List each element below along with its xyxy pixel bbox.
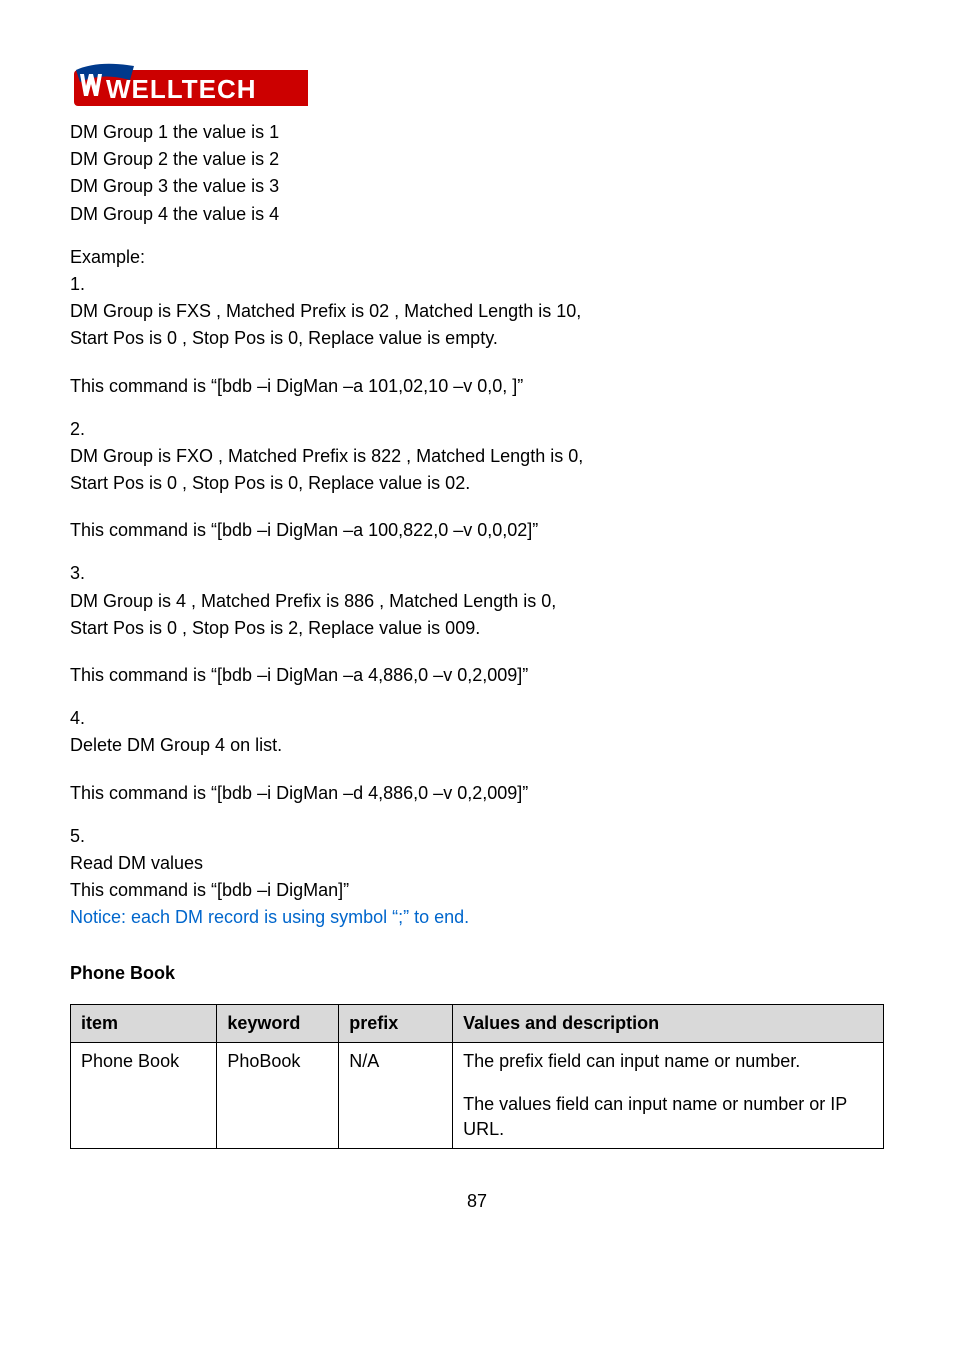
example-notice: Notice: each DM record is using symbol “… [70,905,884,930]
page-number: 87 [70,1189,884,1214]
example-1: 1. DM Group is FXS , Matched Prefix is 0… [70,272,884,399]
example-cmd: This command is “[bdb –i DigMan –a 4,886… [70,663,884,688]
logo: WELLTECH [70,60,884,112]
example-desc: Start Pos is 0 , Stop Pos is 2, Replace … [70,616,884,641]
svg-text:WELLTECH: WELLTECH [106,74,257,104]
th-values: Values and description [453,1004,884,1042]
td-values-line: The prefix field can input name or numbe… [463,1049,873,1074]
td-item: Phone Book [71,1042,217,1149]
th-keyword: keyword [217,1004,339,1042]
example-desc: DM Group is FXO , Matched Prefix is 822 … [70,444,884,469]
td-values: The prefix field can input name or numbe… [453,1042,884,1149]
example-number: 1. [70,272,884,297]
example-cmd: This command is “[bdb –i DigMan –d 4,886… [70,781,884,806]
example-desc: DM Group is FXS , Matched Prefix is 02 ,… [70,299,884,324]
example-number: 4. [70,706,884,731]
example-number: 5. [70,824,884,849]
example-desc: Delete DM Group 4 on list. [70,733,884,758]
dm-group-values: DM Group 1 the value is 1 DM Group 2 the… [70,120,884,227]
example-3: 3. DM Group is 4 , Matched Prefix is 886… [70,561,884,688]
example-cmd: This command is “[bdb –i DigMan –a 100,8… [70,518,884,543]
example-desc: Start Pos is 0 , Stop Pos is 0, Replace … [70,326,884,351]
example-number: 3. [70,561,884,586]
td-keyword: PhoBook [217,1042,339,1149]
phone-book-table: item keyword prefix Values and descripti… [70,1004,884,1150]
td-prefix: N/A [339,1042,453,1149]
example-cmd: This command is “[bdb –i DigMan]” [70,878,884,903]
th-prefix: prefix [339,1004,453,1042]
th-item: item [71,1004,217,1042]
example-4: 4. Delete DM Group 4 on list. This comma… [70,706,884,806]
example-desc: DM Group is 4 , Matched Prefix is 886 , … [70,589,884,614]
table-row: Phone Book PhoBook N/A The prefix field … [71,1042,884,1149]
dm-line: DM Group 1 the value is 1 [70,120,884,145]
example-cmd: This command is “[bdb –i DigMan –a 101,0… [70,374,884,399]
phone-book-title: Phone Book [70,961,884,986]
dm-line: DM Group 2 the value is 2 [70,147,884,172]
example-desc: Start Pos is 0 , Stop Pos is 0, Replace … [70,471,884,496]
dm-line: DM Group 3 the value is 3 [70,174,884,199]
table-header-row: item keyword prefix Values and descripti… [71,1004,884,1042]
td-values-line: The values field can input name or numbe… [463,1092,873,1142]
example-2: 2. DM Group is FXO , Matched Prefix is 8… [70,417,884,544]
dm-line: DM Group 4 the value is 4 [70,202,884,227]
example-desc: Read DM values [70,851,884,876]
example-number: 2. [70,417,884,442]
example-5: 5. Read DM values This command is “[bdb … [70,824,884,931]
example-label: Example: [70,245,884,270]
